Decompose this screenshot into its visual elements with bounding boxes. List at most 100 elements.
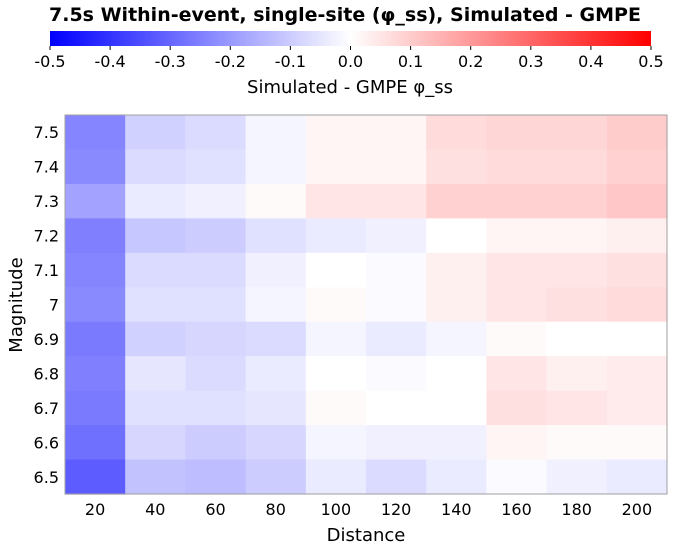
heatmap-cell: [185, 287, 247, 323]
heatmap-cell: [366, 459, 427, 495]
heatmap-cell: [125, 356, 186, 392]
heatmap-cell: [546, 321, 608, 357]
heatmap-cell: [606, 183, 668, 219]
colorbar-tick-label: -0.3: [155, 52, 186, 71]
heatmap-cell: [125, 252, 186, 288]
heatmap-cell: [185, 149, 247, 185]
heatmap-cell: [305, 390, 367, 426]
x-tick-label: 100: [321, 500, 352, 519]
colorbar-tick-label: 0.2: [458, 52, 483, 71]
heatmap-cell: [245, 115, 307, 151]
heatmap-cell: [65, 459, 126, 495]
heatmap-cell: [125, 149, 186, 185]
colorbar-tick-label: -0.5: [34, 52, 65, 71]
heatmap-cell: [185, 218, 247, 254]
heatmap-cell: [606, 390, 668, 426]
heatmap-cell: [65, 183, 126, 219]
heatmap-cell: [125, 425, 186, 461]
x-axis-label: Distance: [327, 525, 406, 546]
heatmap-cell: [305, 149, 367, 185]
colorbar: [50, 31, 651, 46]
y-tick-label: 6.7: [34, 399, 59, 418]
heatmap-cell: [606, 459, 668, 495]
heatmap-cell: [426, 252, 487, 288]
heatmap-cell: [366, 321, 427, 357]
y-axis-label: Magnitude: [6, 257, 27, 352]
heatmap-cell: [305, 287, 367, 323]
heatmap-cell: [245, 218, 307, 254]
y-tick-label: 7.1: [34, 261, 59, 280]
heatmap-cell: [546, 149, 608, 185]
x-tick-label: 40: [145, 500, 165, 519]
colorbar-tick-label: -0.4: [94, 52, 125, 71]
heatmap-cell: [546, 252, 608, 288]
heatmap-cell: [245, 425, 307, 461]
heatmap-cell: [185, 425, 247, 461]
heatmap-cell: [125, 459, 186, 495]
heatmap-cell: [606, 252, 668, 288]
heatmap-cell: [606, 356, 668, 392]
heatmap-cell: [606, 115, 668, 151]
heatmap-cell: [185, 356, 247, 392]
heatmap-cell: [486, 252, 548, 288]
heatmap-cell: [546, 218, 608, 254]
colorbar-tick-label: 0.0: [338, 52, 363, 71]
heatmap-cell: [366, 390, 427, 426]
heatmap-cell: [65, 356, 126, 392]
heatmap-cell: [366, 425, 427, 461]
heatmap-cell: [125, 390, 186, 426]
heatmap-cell: [426, 218, 487, 254]
y-tick-label: 6.8: [34, 364, 59, 383]
heatmap-cell: [486, 183, 548, 219]
colorbar-tick-label: 0.4: [578, 52, 603, 71]
heatmap-cell: [245, 252, 307, 288]
heatmap-cell: [185, 115, 247, 151]
heatmap-cell: [245, 287, 307, 323]
heatmap-cells: [65, 115, 668, 495]
colorbar-tick-label: 0.1: [398, 52, 423, 71]
heatmap-cell: [65, 321, 126, 357]
heatmap-cell: [185, 390, 247, 426]
heatmap-cell: [65, 287, 126, 323]
heatmap-cell: [366, 287, 427, 323]
colorbar-tick-label: 0.3: [518, 52, 543, 71]
heatmap-cell: [546, 183, 608, 219]
x-tick-label: 140: [441, 500, 472, 519]
heatmap-cell: [125, 321, 186, 357]
heatmap-cell: [245, 390, 307, 426]
heatmap-cell: [65, 252, 126, 288]
heatmap-cell: [606, 287, 668, 323]
heatmap-cell: [606, 218, 668, 254]
heatmap-cell: [486, 218, 548, 254]
x-tick-label: 120: [381, 500, 412, 519]
y-tick-label: 7.2: [34, 227, 59, 246]
heatmap-cell: [125, 115, 186, 151]
heatmap-cell: [65, 218, 126, 254]
heatmap-cell: [245, 321, 307, 357]
colorbar-tick-label: -0.2: [215, 52, 246, 71]
x-tick-label: 20: [85, 500, 105, 519]
heatmap-cell: [65, 149, 126, 185]
heatmap-cell: [305, 459, 367, 495]
heatmap-cell: [546, 390, 608, 426]
colorbar-tick-label: 0.5: [638, 52, 663, 71]
heatmap-cell: [426, 321, 487, 357]
heatmap-cell: [486, 390, 548, 426]
heatmap-cell: [125, 218, 186, 254]
heatmap-cell: [426, 356, 487, 392]
heatmap-cell: [366, 356, 427, 392]
chart-title: 7.5s Within-event, single-site (φ_ss), S…: [49, 4, 641, 26]
y-axis-ticks: 7.5 7.4 7.3 7.2 7.1 7 6.9 6.8 6.7 6.6 6.5: [34, 123, 59, 487]
heatmap-cell: [305, 321, 367, 357]
x-tick-label: 80: [266, 500, 286, 519]
colorbar-ticks: -0.5 -0.4 -0.3 -0.2 -0.1 0.0 0.1 0.2 0.3 0.4 0.5: [34, 46, 664, 71]
heatmap-cell: [606, 149, 668, 185]
x-tick-label: 160: [501, 500, 532, 519]
y-tick-label: 7.3: [34, 192, 59, 211]
heatmap-cell: [366, 115, 427, 151]
heatmap-cell: [245, 149, 307, 185]
heatmap-cell: [65, 390, 126, 426]
y-tick-label: 6.6: [34, 433, 59, 452]
heatmap-cell: [426, 149, 487, 185]
heatmap-cell: [125, 183, 186, 219]
